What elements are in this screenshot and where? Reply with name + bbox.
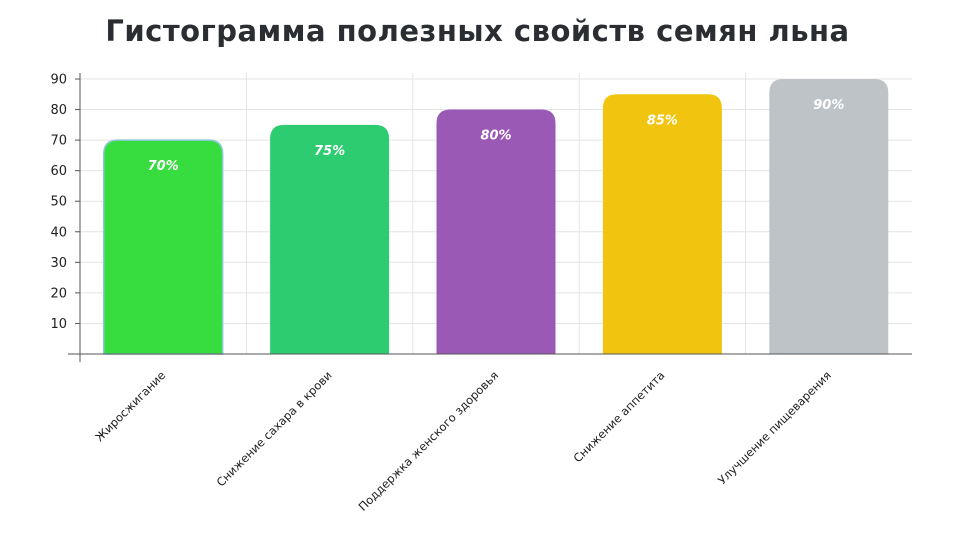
y-tick-label: 90: [50, 73, 67, 88]
data-label: 80%: [480, 129, 511, 144]
bar: [769, 79, 889, 354]
x-category-label: Снижение аппетита: [570, 368, 667, 465]
y-tick-label: 40: [50, 225, 67, 240]
axes: [68, 73, 912, 362]
y-tick-label: 70: [50, 134, 67, 149]
y-tick-label: 20: [50, 286, 67, 301]
y-tick-label: 50: [50, 195, 67, 210]
data-label: 70%: [148, 159, 179, 174]
y-tick-label: 60: [50, 164, 67, 179]
bar: [270, 124, 390, 354]
bars: [102, 79, 889, 355]
y-tick-label: 80: [50, 103, 67, 118]
data-label: 75%: [314, 144, 345, 159]
x-category-label: Жиросжигание: [92, 368, 168, 444]
data-label: 90%: [813, 98, 844, 113]
bar: [436, 109, 556, 354]
y-tick-label: 10: [50, 317, 67, 332]
x-category-label: Поддержка женского здоровья: [356, 368, 502, 514]
y-tick-label: 30: [50, 256, 67, 271]
x-category-label: Улучшение пищеварения: [715, 368, 834, 487]
bar: [602, 94, 722, 355]
bar: [102, 139, 224, 355]
chart-title: Гистограмма полезных свойств семян льна: [105, 14, 850, 48]
data-label: 85%: [647, 113, 678, 128]
x-category-label: Снижение сахара в крови: [214, 368, 335, 489]
